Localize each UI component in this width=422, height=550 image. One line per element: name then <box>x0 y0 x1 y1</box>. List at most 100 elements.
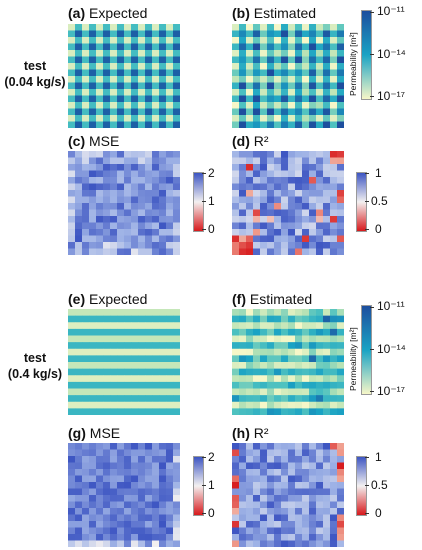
heatmap-cell <box>281 408 289 415</box>
heatmap-cell <box>295 501 303 509</box>
heatmap-cell <box>89 469 97 476</box>
heatmap-cell <box>131 381 139 389</box>
heatmap-cell <box>96 501 104 509</box>
heatmap-cell <box>239 501 247 509</box>
heatmap-cell <box>124 501 132 509</box>
heatmap-cell <box>138 151 146 158</box>
heatmap-cell <box>288 56 296 64</box>
heatmap-cell <box>253 82 261 90</box>
heatmap-cell <box>281 203 289 210</box>
heatmap-cell <box>152 69 160 77</box>
heatmap-cell <box>166 177 174 184</box>
heatmap-cell <box>253 475 261 483</box>
heatmap-cell <box>288 115 296 122</box>
heatmap-cell <box>96 157 104 165</box>
heatmap-cell <box>89 388 97 396</box>
heatmap-cell <box>145 164 153 171</box>
heatmap-cell <box>253 482 261 489</box>
heatmap-cell <box>166 30 174 38</box>
colorbar-r2-2-tick-top: 1 <box>375 450 382 464</box>
heatmap-cell <box>288 76 296 83</box>
heatmap-cell <box>96 30 104 38</box>
heatmap-cell <box>166 209 174 217</box>
heatmap-cell <box>96 309 104 316</box>
heatmap-cell <box>173 408 180 415</box>
heatmap-cell <box>260 355 268 363</box>
heatmap-cell <box>281 209 289 217</box>
heatmap-cell <box>159 521 167 528</box>
heatmap-cell <box>68 335 76 343</box>
heatmap-cell <box>309 315 317 323</box>
heatmap-cell <box>82 76 90 83</box>
heatmap-cell <box>330 462 338 470</box>
heatmap-cell <box>274 82 282 90</box>
heatmap-cell <box>274 456 282 463</box>
heatmap-cell <box>75 488 83 496</box>
heatmap-cell <box>302 488 310 496</box>
heatmap-cell <box>309 196 317 204</box>
heatmap-cell <box>309 157 317 165</box>
heatmap-cell <box>239 495 247 502</box>
heatmap-cell <box>138 495 146 502</box>
heatmap-cell <box>124 469 132 476</box>
heatmap-cell <box>166 203 174 210</box>
heatmap-cell <box>68 527 76 535</box>
heatmap-cell <box>330 322 338 330</box>
heatmap-cell <box>138 462 146 470</box>
heatmap-cell <box>239 63 247 70</box>
heatmap-cell <box>316 248 324 255</box>
heatmap-cell <box>239 514 247 522</box>
heatmap-cell <box>337 248 344 255</box>
heatmap-cell <box>82 475 90 483</box>
heatmap-cell <box>159 495 167 502</box>
heatmap-cell <box>138 196 146 204</box>
heatmap-cell <box>82 534 90 541</box>
heatmap-cell <box>323 335 331 343</box>
heatmap-cell <box>131 368 139 376</box>
heatmap-cell <box>253 177 261 184</box>
heatmap-cell <box>159 76 167 83</box>
heatmap-cell <box>89 63 97 70</box>
heatmap-cell <box>96 342 104 350</box>
heatmap-cell <box>267 462 275 470</box>
heatmap-cell <box>89 89 97 96</box>
heatmap-cell <box>323 348 331 356</box>
heatmap-cell <box>232 335 240 343</box>
heatmap-cell <box>337 89 344 96</box>
heatmap-cell <box>96 89 104 96</box>
heatmap-cell <box>152 37 160 44</box>
heatmap-cell <box>131 335 139 343</box>
heatmap-cell <box>288 108 296 116</box>
heatmap-cell <box>89 76 97 83</box>
heatmap-cell <box>316 395 324 403</box>
heatmap-cell <box>309 121 317 128</box>
heatmap-cell <box>274 183 282 191</box>
heatmap-cell <box>288 50 296 57</box>
heatmap-cell <box>96 190 104 197</box>
heatmap-cell <box>239 342 247 350</box>
heatmap-cell <box>166 24 174 31</box>
heatmap-cell <box>89 482 97 489</box>
heatmap-cell <box>281 222 289 230</box>
heatmap-cell <box>145 76 153 83</box>
heatmap-cell <box>253 328 261 336</box>
heatmap-cell <box>253 170 261 178</box>
heatmap-cell <box>260 151 268 158</box>
heatmap-estimated-1 <box>232 24 344 128</box>
heatmap-cell <box>309 170 317 178</box>
heatmap-cell <box>253 235 261 243</box>
heatmap-cell <box>274 30 282 38</box>
heatmap-cell <box>166 229 174 236</box>
heatmap-cell <box>124 151 132 158</box>
heatmap-cell <box>68 395 76 403</box>
heatmap-cell <box>232 170 240 178</box>
heatmap-cell <box>110 488 118 496</box>
heatmap-cell <box>323 95 331 103</box>
heatmap-cell <box>138 157 146 165</box>
heatmap-cell <box>159 475 167 483</box>
heatmap-cell <box>246 50 254 57</box>
heatmap-cell <box>274 488 282 496</box>
heatmap-cell <box>302 30 310 38</box>
heatmap-cell <box>68 342 76 350</box>
heatmap-cell <box>246 170 254 178</box>
